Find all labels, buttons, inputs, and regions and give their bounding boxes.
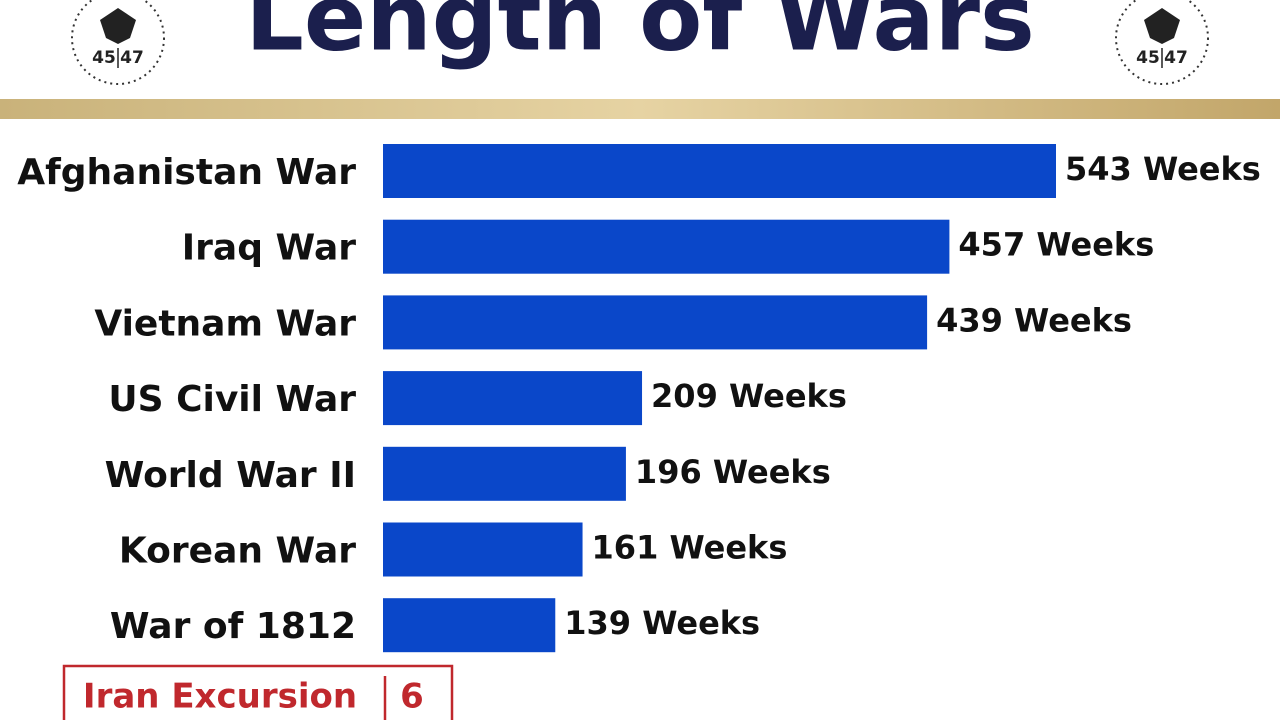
category-label: Iraq War [182,228,356,269]
bar [383,144,1056,198]
logo-number: 45 [92,48,116,68]
category-label: War of 1812 [110,606,356,647]
category-label: Vietnam War [94,303,356,344]
gold-band [0,99,1280,119]
bar [383,371,643,426]
value-label: 209 Weeks [651,377,847,415]
chart-title: Length of Wars [245,0,1035,71]
category-label: World War II [105,455,356,496]
highlight-label: Iran Excursion [83,677,357,717]
bar [383,598,556,653]
value-label: 457 Weeks [958,226,1154,264]
highlight-frame [62,664,454,720]
bar [383,522,583,577]
category-label: Korean War [119,531,356,572]
seal-left: 45 47 [71,0,165,85]
value-label: 543 Weeks [1065,150,1261,188]
bar [383,446,626,501]
logo-number: 45 [1136,48,1160,68]
seal-right: 45 47 [1115,0,1209,85]
category-label: Afghanistan War [17,152,356,193]
bar [383,295,928,350]
bar [383,219,950,274]
value-label: 139 Weeks [564,604,760,642]
category-label: US Civil War [108,379,356,420]
value-label: 196 Weeks [635,453,831,491]
value-label: 439 Weeks [936,301,1132,339]
highlight-value: 6 [400,677,424,717]
highlight-box: Iran Excursion 6 [62,664,454,720]
logo-number: 47 [120,48,144,68]
logo-number: 47 [1164,48,1188,68]
value-label: 161 Weeks [592,529,788,567]
